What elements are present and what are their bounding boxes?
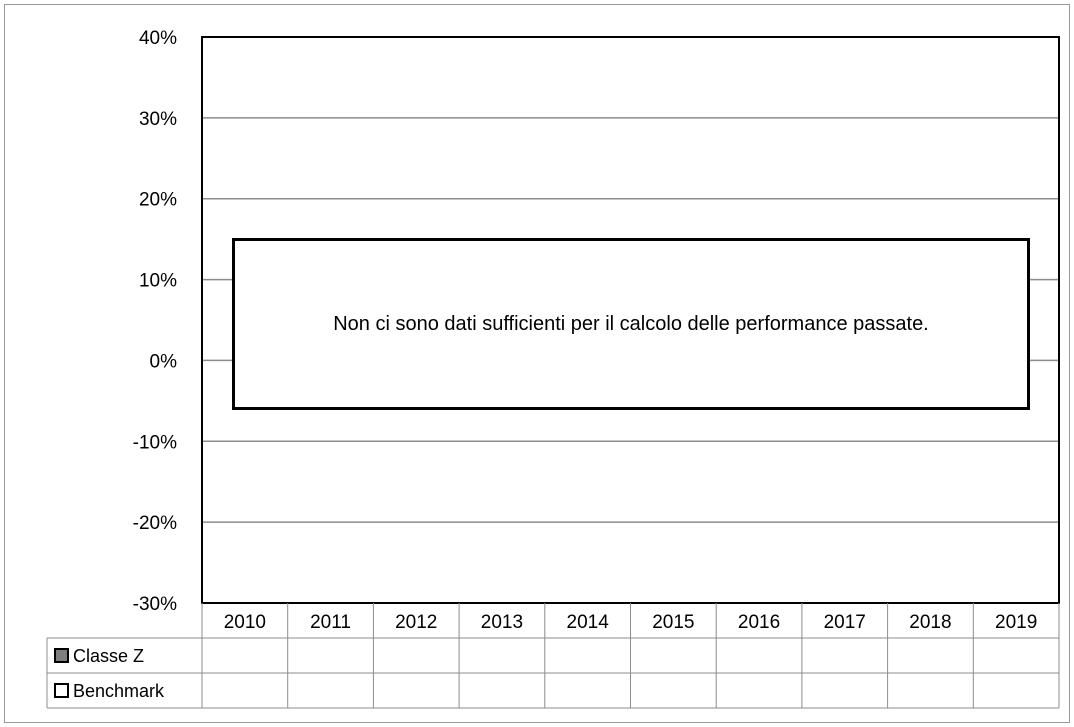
chart-frame: [4, 4, 1070, 723]
y-tick-label: -10%: [133, 432, 177, 453]
y-tick-label: 30%: [139, 109, 177, 130]
x-category-label: 2018: [909, 612, 951, 633]
insufficient-data-notice: Non ci sono dati sufficienti per il calc…: [232, 238, 1030, 410]
y-tick-label: 10%: [139, 271, 177, 292]
x-category-label: 2010: [224, 612, 266, 633]
x-category-label: 2015: [652, 612, 694, 633]
legend-label: Classe Z: [73, 646, 144, 666]
x-category-label: 2017: [824, 612, 866, 633]
legend-swatch: [54, 683, 69, 698]
x-category-label: 2012: [395, 612, 437, 633]
x-category-label: 2013: [481, 612, 523, 633]
notice-text: Non ci sono dati sufficienti per il calc…: [333, 312, 929, 335]
x-category-label: 2014: [567, 612, 610, 633]
legend-label: Benchmark: [73, 681, 165, 701]
y-tick-label: 40%: [139, 28, 177, 49]
x-category-label: 2011: [310, 612, 351, 633]
legend-swatch: [54, 648, 69, 663]
y-tick-label: 20%: [139, 190, 177, 211]
y-tick-label: 0%: [150, 351, 178, 372]
x-category-label: 2019: [995, 612, 1037, 633]
y-tick-label: -30%: [133, 594, 177, 615]
y-tick-label: -20%: [133, 513, 177, 534]
x-category-label: 2016: [738, 612, 780, 633]
